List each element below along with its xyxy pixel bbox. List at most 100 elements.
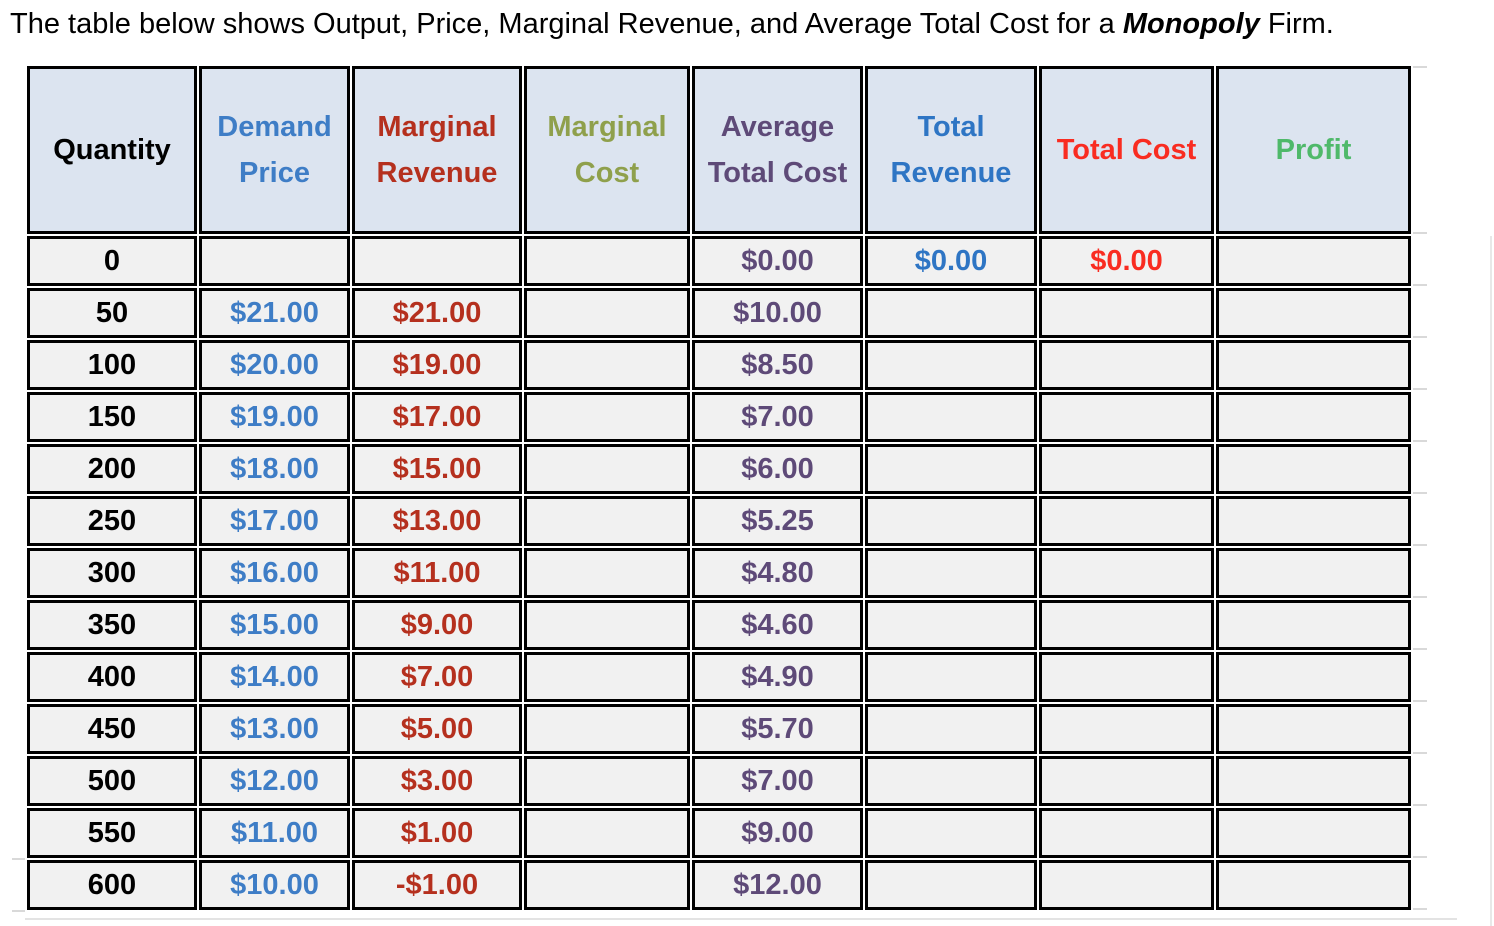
monopoly-table: Quantity Demand Price Marginal Revenue Marg… <box>25 64 1413 912</box>
cell-marginal-revenue: -$1.00 <box>352 860 522 910</box>
cell-average-total-cost: $10.00 <box>692 288 863 338</box>
cell-total-cost <box>1039 808 1214 858</box>
table-row: 600 $10.00 -$1.00 $12.00 <box>27 860 1411 910</box>
table-row: 250 $17.00 $13.00 $5.25 <box>27 496 1411 546</box>
cell-average-total-cost: $4.60 <box>692 600 863 650</box>
cell-demand-price: $18.00 <box>199 444 350 494</box>
cell-total-revenue <box>865 340 1037 390</box>
table-row: 0 $0.00 $0.00 $0.00 <box>27 236 1411 286</box>
cell-demand-price: $16.00 <box>199 548 350 598</box>
column-header-total-cost: Total Cost <box>1039 66 1214 234</box>
cell-total-revenue <box>865 600 1037 650</box>
cell-marginal-revenue: $21.00 <box>352 288 522 338</box>
cell-marginal-cost <box>524 652 690 702</box>
table-row: 150 $19.00 $17.00 $7.00 <box>27 392 1411 442</box>
table-row: 50 $21.00 $21.00 $10.00 <box>27 288 1411 338</box>
cell-quantity: 400 <box>27 652 197 702</box>
cell-marginal-cost <box>524 236 690 286</box>
cell-marginal-revenue: $15.00 <box>352 444 522 494</box>
cell-profit <box>1216 756 1411 806</box>
cell-demand-price: $21.00 <box>199 288 350 338</box>
column-header-profit: Profit <box>1216 66 1411 234</box>
cell-total-revenue <box>865 704 1037 754</box>
cell-marginal-cost <box>524 600 690 650</box>
page-title-emphasis: Monopoly <box>1122 8 1260 40</box>
cell-marginal-revenue: $17.00 <box>352 392 522 442</box>
cell-quantity: 600 <box>27 860 197 910</box>
column-header-total-revenue: Total Revenue <box>865 66 1037 234</box>
cell-demand-price: $14.00 <box>199 652 350 702</box>
table-row: 400 $14.00 $7.00 $4.90 <box>27 652 1411 702</box>
cell-profit <box>1216 236 1411 286</box>
cell-quantity: 200 <box>27 444 197 494</box>
cell-profit <box>1216 808 1411 858</box>
cell-quantity: 450 <box>27 704 197 754</box>
cell-profit <box>1216 392 1411 442</box>
cell-marginal-revenue: $19.00 <box>352 340 522 390</box>
cell-quantity: 300 <box>27 548 197 598</box>
gridline-stubs-left <box>12 858 25 918</box>
cell-marginal-cost <box>524 496 690 546</box>
cell-total-cost <box>1039 340 1214 390</box>
cell-total-revenue <box>865 756 1037 806</box>
cell-average-total-cost: $4.80 <box>692 548 863 598</box>
cell-average-total-cost: $7.00 <box>692 392 863 442</box>
cell-quantity: 250 <box>27 496 197 546</box>
gridline-right-edge <box>1490 236 1492 926</box>
cell-total-cost <box>1039 704 1214 754</box>
cell-marginal-revenue: $9.00 <box>352 600 522 650</box>
table-row: 450 $13.00 $5.00 $5.70 <box>27 704 1411 754</box>
cell-total-revenue: $0.00 <box>865 236 1037 286</box>
cell-average-total-cost: $7.00 <box>692 756 863 806</box>
cell-marginal-cost <box>524 392 690 442</box>
table-row: 100 $20.00 $19.00 $8.50 <box>27 340 1411 390</box>
cell-average-total-cost: $4.90 <box>692 652 863 702</box>
cell-average-total-cost: $5.25 <box>692 496 863 546</box>
table-row: 550 $11.00 $1.00 $9.00 <box>27 808 1411 858</box>
column-header-demand-price: Demand Price <box>199 66 350 234</box>
cell-marginal-revenue: $5.00 <box>352 704 522 754</box>
cell-demand-price: $11.00 <box>199 808 350 858</box>
cell-total-revenue <box>865 860 1037 910</box>
cell-demand-price: $19.00 <box>199 392 350 442</box>
cell-total-cost <box>1039 548 1214 598</box>
table-row: 300 $16.00 $11.00 $4.80 <box>27 548 1411 598</box>
cell-total-revenue <box>865 808 1037 858</box>
gridline-stubs-right <box>1413 232 1427 914</box>
cell-profit <box>1216 652 1411 702</box>
cell-total-cost <box>1039 392 1214 442</box>
cell-average-total-cost: $8.50 <box>692 340 863 390</box>
cell-demand-price: $20.00 <box>199 340 350 390</box>
cell-demand-price: $12.00 <box>199 756 350 806</box>
cell-quantity: 150 <box>27 392 197 442</box>
cell-total-revenue <box>865 444 1037 494</box>
cell-profit <box>1216 860 1411 910</box>
cell-total-cost <box>1039 600 1214 650</box>
cell-total-cost: $0.00 <box>1039 236 1214 286</box>
cell-marginal-cost <box>524 860 690 910</box>
gridline-bottom <box>25 918 1457 920</box>
cell-marginal-revenue: $3.00 <box>352 756 522 806</box>
table-row: 200 $18.00 $15.00 $6.00 <box>27 444 1411 494</box>
cell-demand-price: $15.00 <box>199 600 350 650</box>
cell-marginal-cost <box>524 288 690 338</box>
cell-marginal-revenue: $11.00 <box>352 548 522 598</box>
table-header-row: Quantity Demand Price Marginal Revenue Marg… <box>27 66 1411 234</box>
cell-quantity: 0 <box>27 236 197 286</box>
cell-total-cost <box>1039 860 1214 910</box>
cell-total-revenue <box>865 392 1037 442</box>
cell-marginal-cost <box>524 444 690 494</box>
cell-demand-price: $13.00 <box>199 704 350 754</box>
cell-total-revenue <box>865 496 1037 546</box>
cell-profit <box>1216 444 1411 494</box>
cell-quantity: 50 <box>27 288 197 338</box>
table-row: 500 $12.00 $3.00 $7.00 <box>27 756 1411 806</box>
cell-demand-price: $10.00 <box>199 860 350 910</box>
cell-quantity: 500 <box>27 756 197 806</box>
cell-total-cost <box>1039 652 1214 702</box>
cell-marginal-revenue: $13.00 <box>352 496 522 546</box>
cell-quantity: 350 <box>27 600 197 650</box>
column-header-average-total-cost: Average Total Cost <box>692 66 863 234</box>
cell-marginal-cost <box>524 548 690 598</box>
cell-average-total-cost: $9.00 <box>692 808 863 858</box>
